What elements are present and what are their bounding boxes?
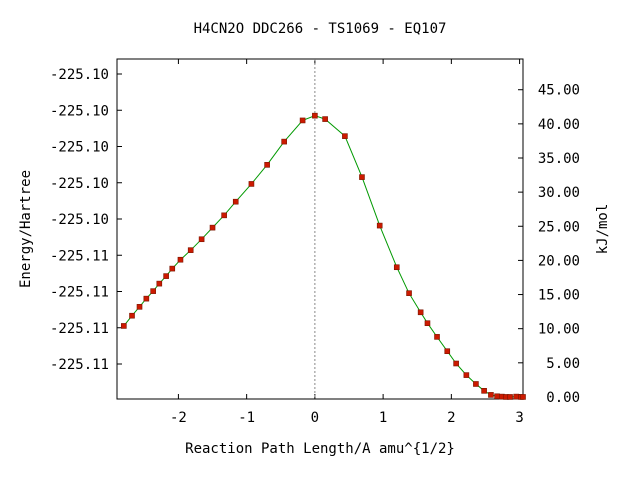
data-point — [156, 280, 163, 287]
data-point — [264, 162, 270, 168]
left-tick-label: -225.11 — [50, 321, 109, 337]
x-tick-label: 0 — [311, 410, 319, 426]
data-point — [209, 224, 216, 231]
left-tick-label: -225.10 — [50, 67, 109, 83]
data-point — [376, 222, 383, 229]
data-point — [463, 372, 470, 378]
data-point — [406, 290, 412, 296]
x-axis-label: Reaction Path Length/A amu^{1/2} — [185, 441, 455, 457]
data-point — [299, 117, 306, 124]
right-tick-label: 20.00 — [538, 253, 580, 269]
data-point — [393, 264, 400, 271]
data-point — [488, 392, 494, 398]
left-tick-label: -225.10 — [50, 176, 109, 192]
data-point — [507, 394, 513, 400]
plot-frame — [116, 58, 524, 400]
data-point — [248, 181, 255, 187]
data-point — [424, 320, 431, 327]
data-point — [473, 381, 479, 387]
right-tick-label: 10.00 — [538, 322, 580, 338]
data-point — [221, 212, 227, 219]
data-point — [177, 256, 184, 263]
data-point — [163, 273, 169, 279]
data-point — [444, 348, 451, 355]
data-point — [136, 304, 143, 310]
right-tick-label: 25.00 — [538, 219, 580, 235]
left-tick-label: -225.11 — [50, 285, 109, 301]
y-axis-label-right: kJ/mol — [595, 204, 611, 255]
x-axis: -2 -1 0 1 2 3 — [170, 59, 524, 426]
data-point — [232, 198, 239, 205]
data-point — [129, 312, 135, 319]
data-point — [169, 265, 176, 272]
x-tick-label: 1 — [379, 410, 387, 426]
right-tick-label: 45.00 — [538, 83, 580, 99]
data-point — [198, 236, 205, 243]
energy-curve — [123, 115, 523, 398]
data-point — [143, 295, 150, 302]
y-axis-label-left: Energy/Hartree — [18, 170, 34, 288]
data-point — [520, 394, 526, 400]
right-tick-label: 35.00 — [538, 151, 580, 167]
right-tick-label: 30.00 — [538, 185, 580, 201]
x-tick-label: 2 — [447, 410, 455, 426]
right-tick-label: 5.00 — [546, 356, 580, 372]
data-points — [121, 112, 526, 400]
data-point — [312, 112, 318, 119]
data-point — [417, 309, 424, 316]
right-tick-label: 40.00 — [538, 117, 580, 133]
data-point — [481, 388, 487, 394]
data-point — [281, 138, 287, 145]
x-tick-label: -2 — [170, 410, 187, 426]
left-tick-label: -225.10 — [50, 103, 109, 119]
right-tick-label: 0.00 — [546, 390, 580, 406]
x-tick-label: 3 — [515, 410, 523, 426]
data-point — [513, 393, 519, 400]
x-tick-label: -1 — [238, 410, 255, 426]
data-point — [121, 323, 127, 329]
right-tick-label: 15.00 — [538, 288, 580, 304]
data-point — [453, 360, 459, 367]
left-axis: -225.11 -225.11 -225.11 -225.11 -225.10 -225.… — [50, 67, 122, 373]
chart-title: H4CN2O DDC266 - TS1069 - EQ107 — [194, 21, 447, 37]
right-axis: 0.00 5.00 10.00 15.00 20.00 25.00 30.00 35.00 40… — [518, 83, 580, 406]
left-tick-label: -225.10 — [50, 140, 109, 156]
left-tick-label: -225.11 — [50, 248, 109, 264]
data-point — [359, 174, 365, 180]
data-point — [322, 116, 328, 122]
left-tick-label: -225.10 — [50, 212, 109, 228]
data-point — [434, 334, 440, 340]
data-point — [342, 133, 348, 139]
data-point — [187, 247, 194, 253]
data-point — [494, 393, 500, 400]
data-point — [150, 288, 156, 294]
left-tick-label: -225.11 — [50, 357, 109, 373]
